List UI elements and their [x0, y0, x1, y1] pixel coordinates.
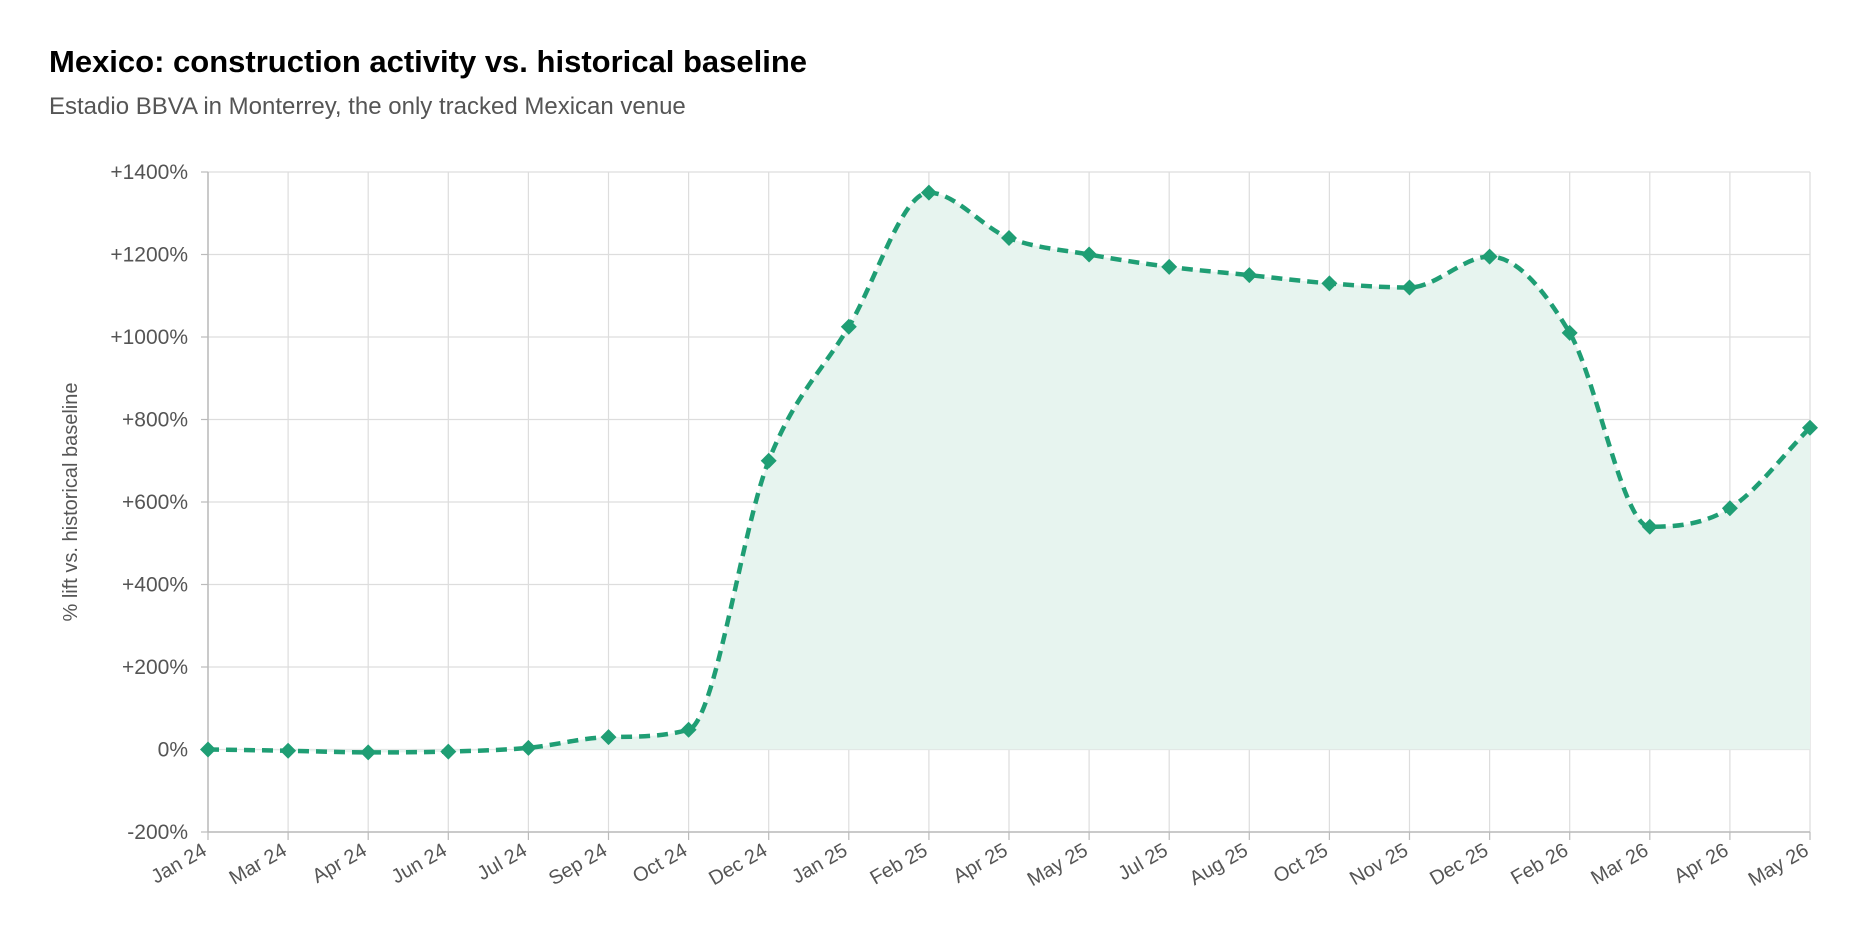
x-tick-label: Sep 24 [545, 839, 611, 890]
x-tick-label: Jul 25 [1114, 839, 1171, 885]
x-tick-label: Jan 24 [147, 839, 210, 888]
data-point [680, 721, 697, 738]
data-point [1561, 324, 1578, 341]
x-tick-label: Jun 24 [388, 839, 451, 888]
x-tick-label: Apr 25 [949, 839, 1011, 888]
x-tick-label: Apr 26 [1670, 839, 1732, 888]
y-tick-label: +400% [122, 574, 188, 597]
series-area [208, 192, 1810, 753]
data-point [600, 729, 617, 746]
x-tick-label: Mar 24 [226, 839, 291, 889]
data-point [1161, 258, 1178, 275]
data-point [520, 739, 537, 756]
x-tick-label: Jul 24 [474, 839, 531, 885]
line-layer [207, 190, 1812, 755]
x-tick-label: Oct 24 [629, 839, 691, 888]
y-tick-label: +1400% [110, 161, 188, 184]
x-tick-label: Jan 25 [788, 839, 851, 888]
x-tick-label: Feb 26 [1507, 839, 1572, 889]
data-point [1241, 267, 1258, 284]
y-tick-label: +800% [122, 409, 188, 432]
data-point [1802, 419, 1818, 436]
marker-layer [200, 184, 1818, 761]
x-tick-label: May 25 [1024, 839, 1092, 891]
series-line [207, 190, 1812, 755]
data-point [1641, 518, 1658, 535]
data-point [1401, 279, 1418, 296]
chart-title: Mexico: construction activity vs. histor… [49, 44, 808, 79]
data-point [1481, 248, 1498, 265]
y-tick-label: +1200% [110, 244, 188, 267]
data-point [360, 744, 377, 761]
data-point [840, 318, 857, 335]
x-tick-label: May 26 [1745, 839, 1813, 891]
chart-subtitle: Estadio BBVA in Monterrey, the only trac… [49, 93, 686, 120]
area-layer [208, 192, 1810, 753]
y-axis-label: % lift vs. historical baseline [60, 383, 82, 622]
y-tick-label: -200% [127, 821, 188, 844]
data-point [1321, 275, 1338, 292]
data-point [440, 743, 457, 760]
data-point [200, 741, 216, 758]
y-tick-label: +600% [122, 491, 188, 514]
x-tick-label: Dec 25 [1426, 839, 1492, 890]
x-tick-label: Nov 25 [1346, 839, 1412, 890]
x-tick-label: Feb 25 [866, 839, 931, 889]
y-tick-label: +200% [122, 656, 188, 679]
data-point [920, 184, 937, 201]
data-point [1721, 500, 1738, 517]
x-tick-label: Aug 25 [1186, 839, 1252, 890]
x-tick-label: Oct 25 [1270, 839, 1332, 888]
x-tick-label: Apr 24 [309, 839, 371, 888]
y-tick-label: +1000% [110, 326, 188, 349]
data-point [280, 742, 297, 759]
x-tick-label: Mar 26 [1587, 839, 1652, 889]
data-point [1001, 230, 1017, 246]
y-tick-label: 0% [158, 739, 188, 762]
data-point [1081, 246, 1098, 263]
x-tick-label: Dec 24 [705, 839, 771, 890]
data-point [760, 452, 777, 469]
